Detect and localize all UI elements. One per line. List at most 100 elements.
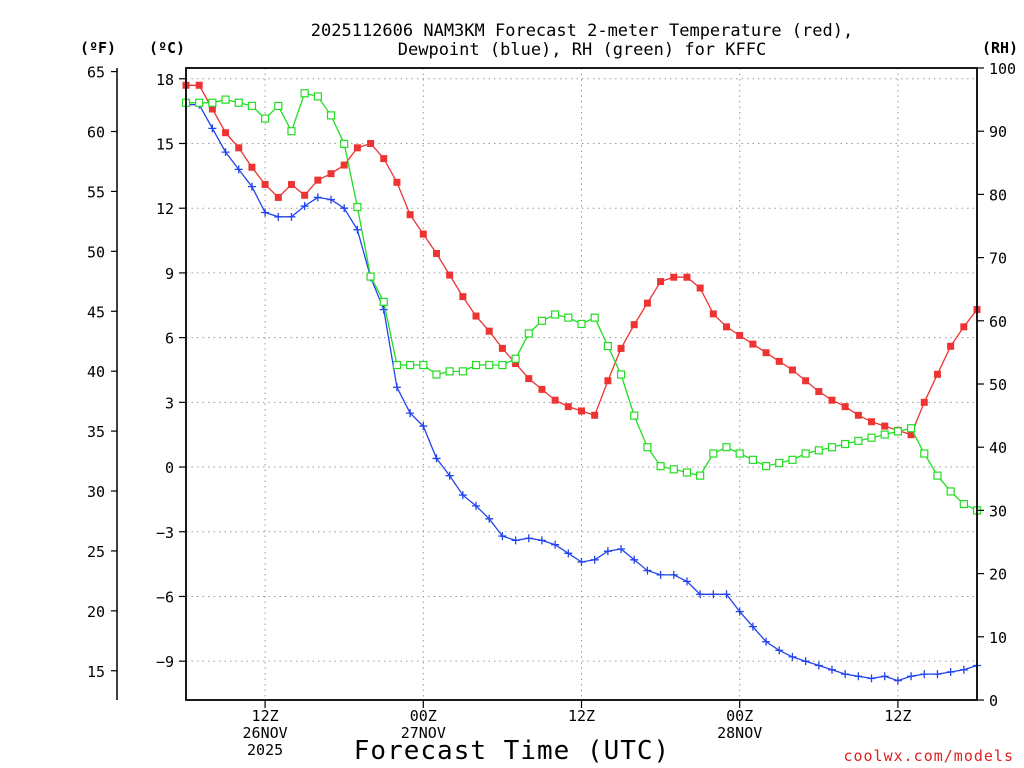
temperature-marker bbox=[630, 321, 638, 329]
fahrenheit-unit-label: (ºF) bbox=[80, 39, 116, 57]
dewpoint-marker bbox=[524, 534, 533, 543]
temperature-marker bbox=[643, 299, 651, 307]
rh-marker bbox=[709, 449, 718, 458]
rh-tick-label: 60 bbox=[989, 313, 1007, 331]
rh-marker bbox=[313, 92, 322, 101]
dewpoint-marker bbox=[340, 204, 349, 213]
dewpoint-marker bbox=[722, 590, 731, 599]
temperature-marker bbox=[907, 431, 915, 439]
rh-marker bbox=[630, 411, 639, 420]
celsius-tick-label: 12 bbox=[156, 200, 174, 218]
dewpoint-marker bbox=[208, 124, 217, 133]
fahrenheit-tick-label: 35 bbox=[87, 423, 105, 441]
temperature-marker bbox=[657, 278, 665, 286]
dewpoint-marker bbox=[603, 547, 612, 556]
dewpoint-marker bbox=[854, 672, 863, 681]
dewpoint-marker bbox=[801, 657, 810, 666]
temperature-marker bbox=[723, 323, 731, 331]
temperature-marker bbox=[525, 375, 533, 383]
rh-marker bbox=[366, 272, 375, 281]
rh-tick-label: 40 bbox=[989, 439, 1007, 457]
rh-tick-label: 20 bbox=[989, 566, 1007, 584]
temperature-marker bbox=[802, 377, 810, 385]
dewpoint-marker bbox=[300, 202, 309, 211]
fahrenheit-tick-label: 40 bbox=[87, 363, 105, 381]
dewpoint-marker bbox=[511, 536, 520, 545]
temperature-marker bbox=[393, 178, 401, 186]
rh-marker bbox=[933, 471, 942, 480]
dewpoint-marker bbox=[933, 670, 942, 679]
rh-marker bbox=[748, 455, 757, 464]
temperature-marker bbox=[775, 357, 783, 365]
rh-marker bbox=[801, 449, 810, 458]
dewpoint-marker bbox=[696, 590, 705, 599]
rh-marker bbox=[392, 360, 402, 370]
dewpoint-marker bbox=[247, 182, 256, 191]
dewpoint-marker bbox=[537, 536, 546, 545]
rh-marker bbox=[656, 462, 665, 471]
rh-marker bbox=[326, 111, 336, 120]
rh-marker bbox=[261, 114, 270, 123]
temperature-marker bbox=[749, 340, 757, 348]
x-tick-label: 00Z bbox=[726, 707, 753, 725]
rh-marker bbox=[669, 465, 678, 474]
temperature-marker bbox=[327, 170, 335, 178]
fahrenheit-tick-label: 30 bbox=[87, 483, 105, 501]
dewpoint-marker bbox=[735, 607, 744, 616]
dewpoint-marker bbox=[630, 555, 639, 564]
temperature-marker bbox=[815, 388, 823, 396]
rh-marker bbox=[722, 443, 731, 452]
rh-marker bbox=[511, 354, 520, 363]
x-tick-label: 2025 bbox=[247, 741, 283, 759]
rh-marker bbox=[854, 436, 863, 445]
fahrenheit-tick-label: 25 bbox=[87, 543, 105, 561]
dewpoint-marker bbox=[709, 590, 718, 599]
rh-tick-label: 10 bbox=[989, 629, 1007, 647]
rh-marker bbox=[498, 360, 507, 370]
rh-marker bbox=[247, 101, 257, 111]
rh-marker bbox=[775, 458, 784, 468]
temperature-marker bbox=[538, 385, 546, 393]
fahrenheit-tick-label: 65 bbox=[87, 64, 105, 82]
temperature-marker bbox=[736, 331, 744, 339]
rh-marker bbox=[537, 316, 547, 325]
temperature-marker bbox=[947, 342, 955, 350]
rh-tick-label: 90 bbox=[989, 123, 1007, 141]
temperature-marker bbox=[604, 377, 612, 385]
dewpoint-marker bbox=[458, 491, 467, 500]
dewpoint-marker bbox=[762, 637, 771, 646]
rh-marker bbox=[195, 98, 204, 107]
dewpoint-marker bbox=[485, 514, 494, 523]
rh-marker bbox=[696, 471, 705, 480]
temperature-marker bbox=[432, 250, 440, 258]
rh-tick-label: 0 bbox=[989, 692, 998, 710]
temperature-marker bbox=[960, 323, 968, 331]
rh-marker bbox=[735, 449, 744, 458]
x-axis-title: Forecast Time (UTC) bbox=[354, 736, 670, 766]
rh-marker bbox=[564, 313, 573, 322]
dewpoint-marker bbox=[379, 305, 388, 314]
dewpoint-marker bbox=[775, 646, 784, 655]
x-tick-label: 27NOV bbox=[401, 724, 446, 742]
fahrenheit-tick-label: 55 bbox=[87, 183, 105, 201]
celsius-tick-label: 18 bbox=[156, 71, 174, 89]
temperature-marker bbox=[314, 176, 322, 184]
rh-marker bbox=[300, 89, 309, 98]
rh-marker bbox=[340, 139, 349, 148]
x-tick-label: 12Z bbox=[252, 707, 279, 725]
temperature-marker bbox=[274, 193, 282, 201]
temperature-marker bbox=[235, 144, 243, 152]
temperature-marker bbox=[551, 396, 559, 404]
fahrenheit-tick-label: 15 bbox=[87, 663, 105, 681]
dewpoint-marker bbox=[907, 672, 916, 681]
dewpoint-marker bbox=[682, 577, 691, 586]
rh-marker bbox=[274, 101, 283, 111]
dewpoint-marker bbox=[893, 676, 902, 685]
dewpoint-marker bbox=[920, 670, 929, 679]
series-dewpoint bbox=[182, 100, 981, 685]
dewpoint-marker bbox=[643, 566, 652, 575]
temperature-marker bbox=[709, 310, 717, 318]
rh-marker bbox=[920, 449, 929, 458]
rh-marker bbox=[419, 360, 428, 370]
